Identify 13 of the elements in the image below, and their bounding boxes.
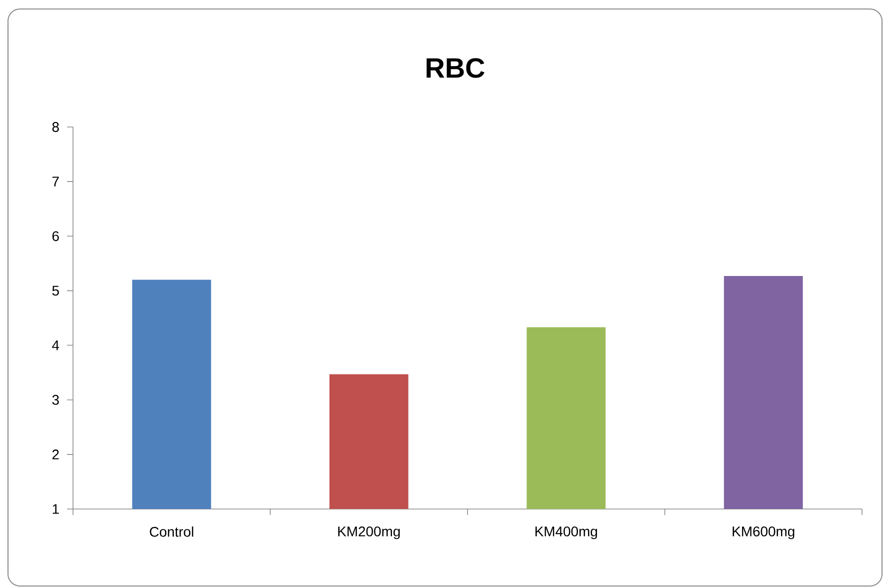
- y-tick-label: 8: [52, 122, 59, 132]
- y-tick-label: 5: [52, 286, 59, 296]
- x-tick-label: KM400mg: [535, 526, 598, 540]
- chart-title: RBC: [426, 58, 484, 78]
- y-tick-label: 4: [52, 340, 60, 350]
- y-tick-label: 3: [52, 394, 59, 405]
- y-tick-label: 6: [52, 231, 59, 242]
- y-tick-label: 2: [52, 450, 59, 460]
- x-tick-label: Control: [150, 526, 194, 537]
- y-tick-label: 7: [52, 176, 59, 186]
- x-tick-label: KM600mg: [732, 526, 794, 540]
- y-tick-label: 1: [52, 504, 59, 514]
- x-tick-label: KM200mg: [338, 526, 400, 540]
